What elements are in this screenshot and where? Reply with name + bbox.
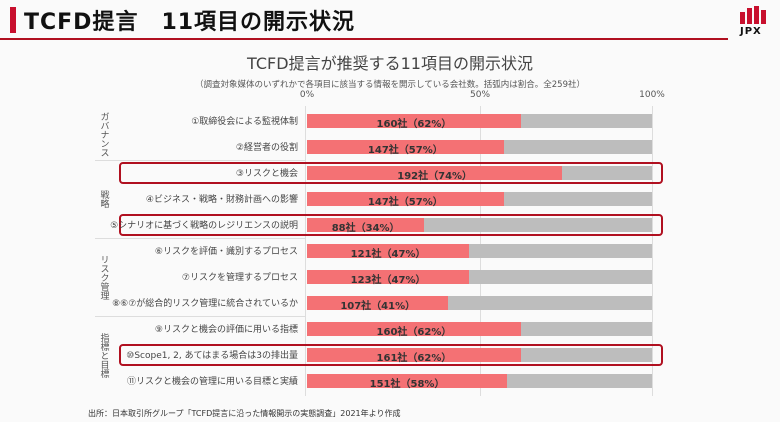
group-label: リスク管理 (98, 254, 109, 300)
group-divider (95, 316, 305, 317)
bar-disclosed (307, 192, 504, 206)
category-label: ⑨リスクと機会の評価に用いる指標 (154, 325, 298, 335)
data-label: 107社（41%） (340, 301, 416, 312)
chart-subtitle: （調査対象媒体のいずれかで各項目に該当する情報を開示している会社数。括弧内は割合… (195, 80, 585, 90)
bar-disclosed (307, 218, 425, 232)
x-tick: 50% (469, 90, 491, 100)
bar-row: ③リスクと機会 192社（74%） (0, 160, 780, 186)
data-label: 147社（57%） (367, 145, 443, 156)
bar-disclosed (307, 166, 563, 180)
data-label: 151社（58%） (369, 379, 445, 390)
data-label: 147社（57%） (367, 197, 443, 208)
bar-row: ②経営者の役割 147社（57%） (0, 134, 780, 160)
bar-remaining: 160社（62%） (307, 114, 652, 130)
category-label: ⑪リスクと機会の管理に用いる目標と実績 (126, 377, 298, 387)
category-label: ⑥リスクを評価・識別するプロセス (154, 247, 298, 257)
bar-row: ⑥リスクを評価・識別するプロセス 121社（47%） (0, 238, 780, 264)
category-label: ⑤シナリオに基づく戦略のレジリエンスの説明 (110, 221, 298, 231)
bar-row: ⑪リスクと機会の管理に用いる目標と実績 151社（58%） (0, 368, 780, 394)
bar-row: ⑨リスクと機会の評価に用いる指標 160社（62%） (0, 316, 780, 342)
group-label: ガバナンス (98, 111, 109, 157)
bar-disclosed (307, 114, 521, 128)
bar-disclosed (307, 244, 470, 258)
title-accent-bar (10, 7, 16, 33)
data-label: 88社（34%） (331, 223, 400, 234)
logo-text: JPX (740, 26, 762, 37)
bar-remaining: 147社（57%） (307, 140, 652, 156)
data-label: 123社（47%） (350, 275, 426, 286)
bar-disclosed (307, 322, 521, 336)
group-divider (95, 160, 305, 161)
group-label: 指標と目標 (98, 332, 109, 378)
bar-remaining: 121社（47%） (307, 244, 652, 260)
bar-disclosed (307, 140, 504, 154)
category-label: ⑦リスクを管理するプロセス (181, 273, 298, 283)
data-label: 161社（62%） (376, 353, 452, 364)
page-title: TCFD提言 11項目の開示状況 (10, 4, 355, 36)
header-rule (0, 38, 728, 40)
bar-remaining: 151社（58%） (307, 374, 652, 390)
bar-disclosed (307, 270, 470, 284)
label-divider (305, 106, 306, 396)
x-tick: 100% (639, 90, 665, 100)
x-tick: 0% (299, 90, 315, 100)
bar-row: ⑦リスクを管理するプロセス 123社（47%） (0, 264, 780, 290)
bar-remaining: 161社（62%） (307, 348, 652, 364)
category-label: ④ビジネス・戦略・財務計画への影響 (145, 195, 298, 205)
bar-row: ⑧⑥⑦が総合的リスク管理に統合されているか 107社（41%） (0, 290, 780, 316)
category-label: ①取締役会による監視体制 (191, 117, 298, 127)
group-divider (95, 238, 305, 239)
category-label: ⑧⑥⑦が総合的リスク管理に統合されているか (112, 299, 298, 309)
bar-row: ⑤シナリオに基づく戦略のレジリエンスの説明 88社（34%） (0, 212, 780, 238)
highlight-box (119, 162, 663, 184)
category-label: ⑩Scope1, 2, あてはまる場合は3の排出量 (126, 351, 298, 361)
highlight-box (119, 344, 663, 366)
bar-remaining: 88社（34%） (307, 218, 652, 234)
bar-row: ④ビジネス・戦略・財務計画への影響 147社（57%） (0, 186, 780, 212)
page-title-text: TCFD提言 11項目の開示状況 (24, 10, 356, 35)
data-label: 121社（47%） (350, 249, 426, 260)
bar-disclosed (307, 348, 521, 362)
bar-disclosed (307, 296, 449, 310)
category-label: ②経営者の役割 (235, 143, 298, 153)
bar-remaining: 147社（57%） (307, 192, 652, 208)
category-label: ③リスクと機会 (235, 169, 298, 179)
bar-remaining: 160社（62%） (307, 322, 652, 338)
bar-row: ⑩Scope1, 2, あてはまる場合は3の排出量 161社（62%） (0, 342, 780, 368)
data-label: 160社（62%） (376, 119, 452, 130)
data-label: 160社（62%） (376, 327, 452, 338)
data-label: 192社（74%） (397, 171, 473, 182)
highlight-box (119, 214, 663, 236)
bar-remaining: 192社（74%） (307, 166, 652, 182)
bar-remaining: 123社（47%） (307, 270, 652, 286)
group-label: 戦略 (98, 190, 109, 208)
jpx-logo: JPX (740, 6, 772, 37)
bar-remaining: 107社（41%） (307, 296, 652, 312)
bar-disclosed (307, 374, 508, 388)
gridline (652, 106, 653, 396)
chart-title: TCFD提言が推奨する11項目の開示状況 (247, 54, 533, 73)
bar-row: ①取締役会による監視体制 160社（62%） (0, 108, 780, 134)
source-note: 出所：日本取引所グループ「TCFD提言に沿った情報開示の実態調査」2021年より… (88, 409, 401, 418)
